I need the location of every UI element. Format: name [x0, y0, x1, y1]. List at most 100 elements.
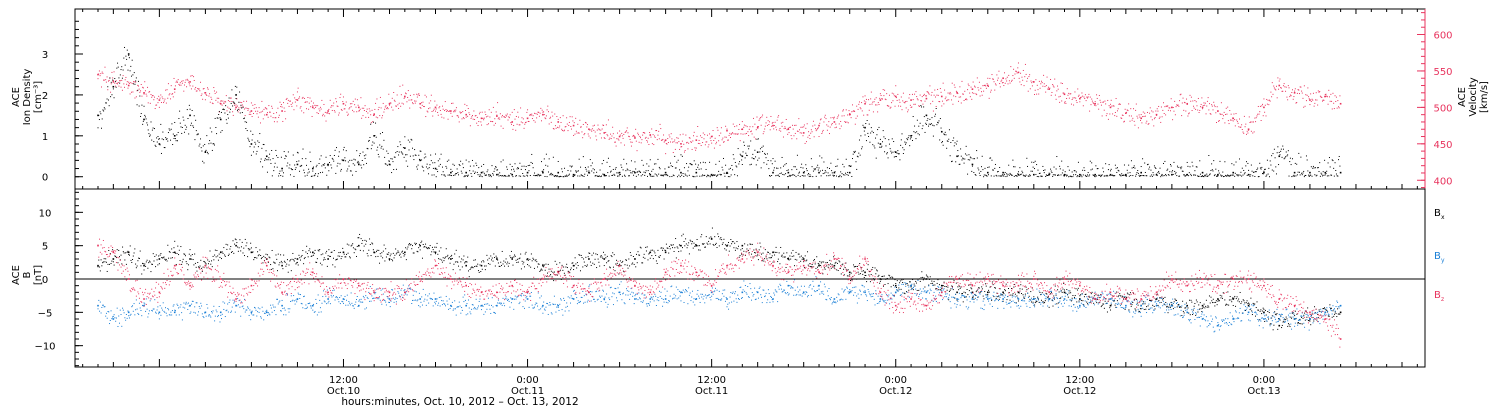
- density-sample: [959, 163, 961, 165]
- velocity-sample: [223, 102, 225, 104]
- density-sample: [1224, 161, 1226, 163]
- velocity-sample: [618, 139, 620, 141]
- density-sample: [544, 175, 546, 177]
- field-bx-sample: [563, 272, 565, 274]
- density-sample: [640, 171, 642, 173]
- density-sample: [101, 118, 103, 120]
- density-sample: [466, 175, 468, 177]
- field-bx-sample: [698, 249, 700, 251]
- field-bx-sample: [707, 243, 709, 245]
- velocity-sample: [1331, 108, 1333, 110]
- field-bx-sample: [912, 289, 914, 291]
- velocity-point: [311, 106, 314, 109]
- velocity-sample: [696, 135, 698, 137]
- field-bx-sample: [438, 258, 440, 260]
- field-bx-sample: [189, 249, 191, 251]
- density-sample: [335, 147, 337, 149]
- density-point: [1048, 173, 1050, 176]
- density-sample: [511, 169, 513, 171]
- velocity-sample: [1268, 104, 1270, 106]
- density-sample: [940, 127, 942, 129]
- velocity-sample: [1107, 118, 1109, 120]
- density-sample: [1031, 170, 1033, 172]
- density-sample: [1262, 172, 1264, 174]
- velocity-sample: [565, 126, 567, 128]
- velocity-sample: [114, 85, 116, 87]
- density-sample: [325, 156, 327, 158]
- field-bx-sample: [724, 244, 726, 246]
- velocity-sample: [158, 106, 160, 108]
- density-sample: [648, 165, 650, 167]
- density-sample: [184, 124, 186, 126]
- velocity-sample: [1006, 80, 1008, 82]
- velocity-sample: [110, 91, 112, 93]
- velocity-sample: [920, 100, 922, 102]
- density-point: [496, 173, 498, 176]
- field-bx-sample: [222, 252, 224, 254]
- velocity-sample: [224, 100, 226, 102]
- velocity-sample: [767, 120, 769, 122]
- field-bx-sample: [853, 266, 855, 268]
- density-sample: [596, 171, 598, 173]
- field-bx-sample: [275, 254, 277, 256]
- density-sample: [1037, 169, 1039, 171]
- velocity-sample: [368, 116, 370, 118]
- density-sample: [839, 174, 841, 176]
- velocity-sample: [770, 115, 772, 117]
- field-bx-sample: [562, 269, 564, 271]
- density-sample: [1196, 166, 1198, 168]
- density-sample: [688, 166, 690, 168]
- density-point: [388, 163, 391, 166]
- density-sample: [982, 169, 984, 171]
- field-bx-sample: [195, 266, 197, 268]
- velocity-sample: [1206, 100, 1208, 102]
- velocity-sample: [1052, 84, 1054, 86]
- field-bx-sample: [762, 252, 764, 254]
- density-sample: [209, 140, 211, 142]
- velocity-sample: [152, 95, 154, 97]
- field-bx-sample: [474, 259, 476, 261]
- field-bx-sample: [343, 253, 345, 255]
- velocity-sample: [799, 132, 801, 134]
- field-bx-sample: [238, 247, 240, 249]
- density-sample: [1015, 175, 1017, 177]
- field-bx-sample: [877, 275, 879, 277]
- velocity-sample: [1232, 120, 1234, 122]
- velocity-sample: [1287, 85, 1289, 87]
- field-bx-sample: [794, 258, 796, 260]
- velocity-sample: [1294, 90, 1296, 92]
- field-bx-sample: [800, 260, 802, 262]
- density-sample: [953, 145, 955, 147]
- field-bx-sample: [174, 240, 176, 242]
- velocity-sample: [303, 112, 305, 114]
- velocity-sample: [160, 101, 162, 103]
- density-sample: [1255, 171, 1257, 173]
- velocity-sample: [653, 144, 655, 146]
- velocity-sample: [974, 85, 976, 87]
- velocity-sample: [570, 126, 572, 128]
- velocity-sample: [1064, 101, 1066, 103]
- velocity-sample: [590, 129, 592, 131]
- density-sample: [342, 159, 344, 161]
- density-sample: [196, 134, 198, 136]
- field-bx-sample: [747, 244, 749, 246]
- velocity-sample: [828, 121, 830, 123]
- density-sample: [509, 163, 511, 165]
- field-bx-sample: [913, 283, 915, 285]
- velocity-sample: [1210, 113, 1212, 115]
- density-point: [1002, 171, 1004, 174]
- field-bx-sample: [137, 260, 139, 262]
- density-sample: [578, 158, 580, 160]
- density-sample: [1239, 174, 1241, 176]
- field-bx-sample: [171, 257, 173, 259]
- velocity-sample: [763, 131, 765, 133]
- velocity-sample: [704, 144, 706, 146]
- velocity-sample: [801, 126, 803, 128]
- velocity-sample: [1270, 91, 1272, 93]
- density-sample: [801, 175, 803, 177]
- density-sample: [992, 169, 994, 171]
- velocity-sample: [464, 109, 466, 111]
- field-bx-sample: [426, 247, 428, 249]
- density-sample: [709, 176, 711, 178]
- velocity-sample: [1052, 85, 1054, 87]
